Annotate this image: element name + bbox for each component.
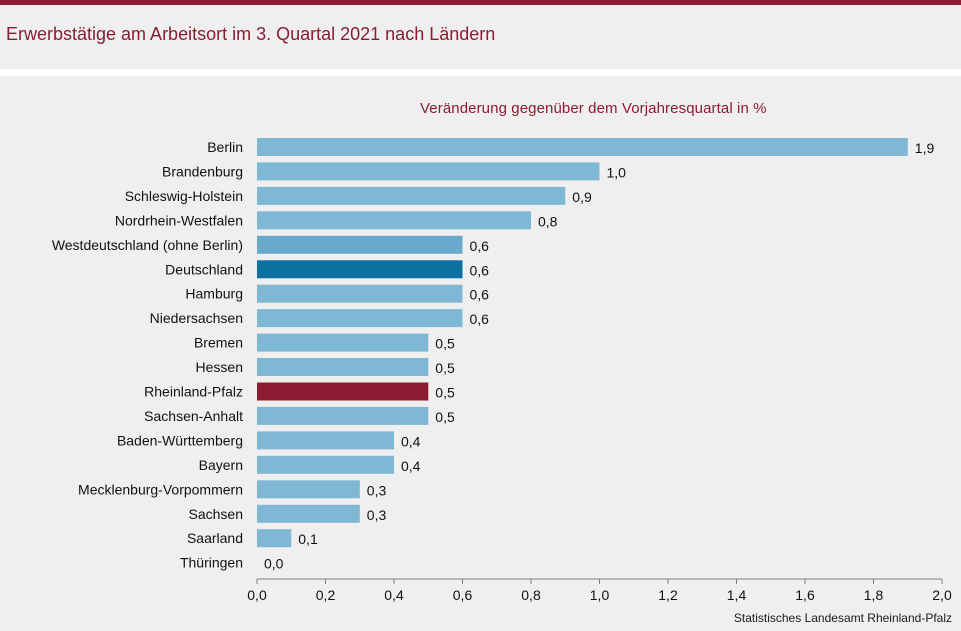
bar — [257, 186, 566, 205]
value-label: 0,6 — [470, 287, 490, 303]
bars-group — [257, 138, 908, 548]
value-label: 0,3 — [367, 507, 387, 523]
value-label: 0,6 — [470, 311, 490, 327]
bar — [257, 333, 429, 352]
value-label: 0,4 — [401, 458, 421, 474]
x-tick-label: 2,0 — [932, 587, 952, 603]
x-tick-label: 0,2 — [316, 587, 336, 603]
value-label: 0,5 — [435, 360, 455, 376]
bar — [257, 382, 429, 401]
category-label: Westdeutschland (ohne Berlin) — [52, 237, 243, 253]
x-tick-label: 1,6 — [795, 587, 815, 603]
category-label: Rheinland-Pfalz — [144, 384, 243, 400]
bar — [257, 406, 429, 425]
x-tick-label: 0,6 — [453, 587, 473, 603]
bar — [257, 504, 360, 523]
value-label: 1,9 — [915, 140, 935, 156]
top-accent-rule — [0, 0, 961, 5]
bar — [257, 284, 463, 303]
value-label: 0,5 — [435, 336, 455, 352]
value-labels-group: 1,9 1,0 0,9 0,8 0,6 0,6 0,6 0,6 0,5 0,5 0,5 0,5 0,4 0… — [264, 140, 934, 572]
value-label: 0,0 — [264, 556, 284, 572]
bar — [257, 358, 429, 376]
category-label: Mecklenburg-Vorpommern — [78, 481, 243, 497]
bar — [257, 480, 360, 499]
category-label: Brandenburg — [162, 163, 243, 179]
category-label: Nordrhein-Westfalen — [115, 212, 243, 228]
category-label: Hessen — [196, 359, 243, 375]
value-label: 1,0 — [607, 164, 627, 180]
title-band — [0, 5, 961, 69]
x-axis-group: 0,0 0,2 0,4 0,6 0,8 1,0 1,2 1,4 1,6 1,8 2,0 — [247, 578, 952, 603]
bar — [257, 211, 531, 230]
bar — [257, 235, 463, 254]
x-tick-label: 1,2 — [658, 587, 678, 603]
value-label: 0,4 — [401, 433, 421, 449]
bar — [257, 431, 394, 450]
bar — [257, 309, 463, 328]
value-label: 0,6 — [470, 238, 490, 254]
category-label: Niedersachsen — [150, 310, 243, 326]
value-label: 0,1 — [298, 531, 318, 547]
category-label: Bayern — [199, 457, 243, 473]
category-label: Thüringen — [180, 555, 243, 571]
value-label: 0,5 — [435, 385, 455, 401]
bar — [257, 162, 600, 181]
bar — [257, 455, 394, 474]
x-tick-label: 0,4 — [384, 587, 404, 603]
page-title: Erwerbstätige am Arbeitsort im 3. Quarta… — [6, 24, 496, 44]
bar — [257, 260, 463, 279]
category-label: Schleswig-Holstein — [125, 188, 243, 204]
category-labels-group: Berlin Brandenburg Schleswig-Holstein Nordr… — [52, 139, 243, 571]
category-label: Hamburg — [185, 286, 243, 302]
bar — [257, 138, 908, 156]
x-tick-label: 0,0 — [247, 587, 267, 603]
chart-subtitle: Veränderung gegenüber dem Vorjahresquart… — [420, 100, 767, 117]
source-note: Statistisches Landesamt Rheinland-Pfalz — [733, 611, 952, 625]
category-label: Baden-Württemberg — [117, 432, 243, 448]
x-tick-label: 0,8 — [521, 587, 541, 603]
x-tick-label: 1,0 — [590, 587, 610, 603]
category-label: Saarland — [187, 530, 243, 546]
category-label: Sachsen-Anhalt — [144, 408, 243, 424]
title-separator — [0, 69, 961, 76]
category-label: Deutschland — [165, 261, 243, 277]
value-label: 0,5 — [435, 409, 455, 425]
value-label: 0,6 — [470, 262, 490, 278]
value-label: 0,3 — [367, 482, 387, 498]
value-label: 0,8 — [538, 213, 558, 229]
x-tick-label: 1,4 — [727, 587, 747, 603]
category-label: Sachsen — [189, 506, 243, 522]
value-label: 0,9 — [572, 189, 592, 205]
x-tick-label: 1,8 — [864, 587, 884, 603]
bar — [257, 529, 292, 548]
category-label: Bremen — [194, 335, 243, 351]
category-label: Berlin — [207, 139, 243, 155]
